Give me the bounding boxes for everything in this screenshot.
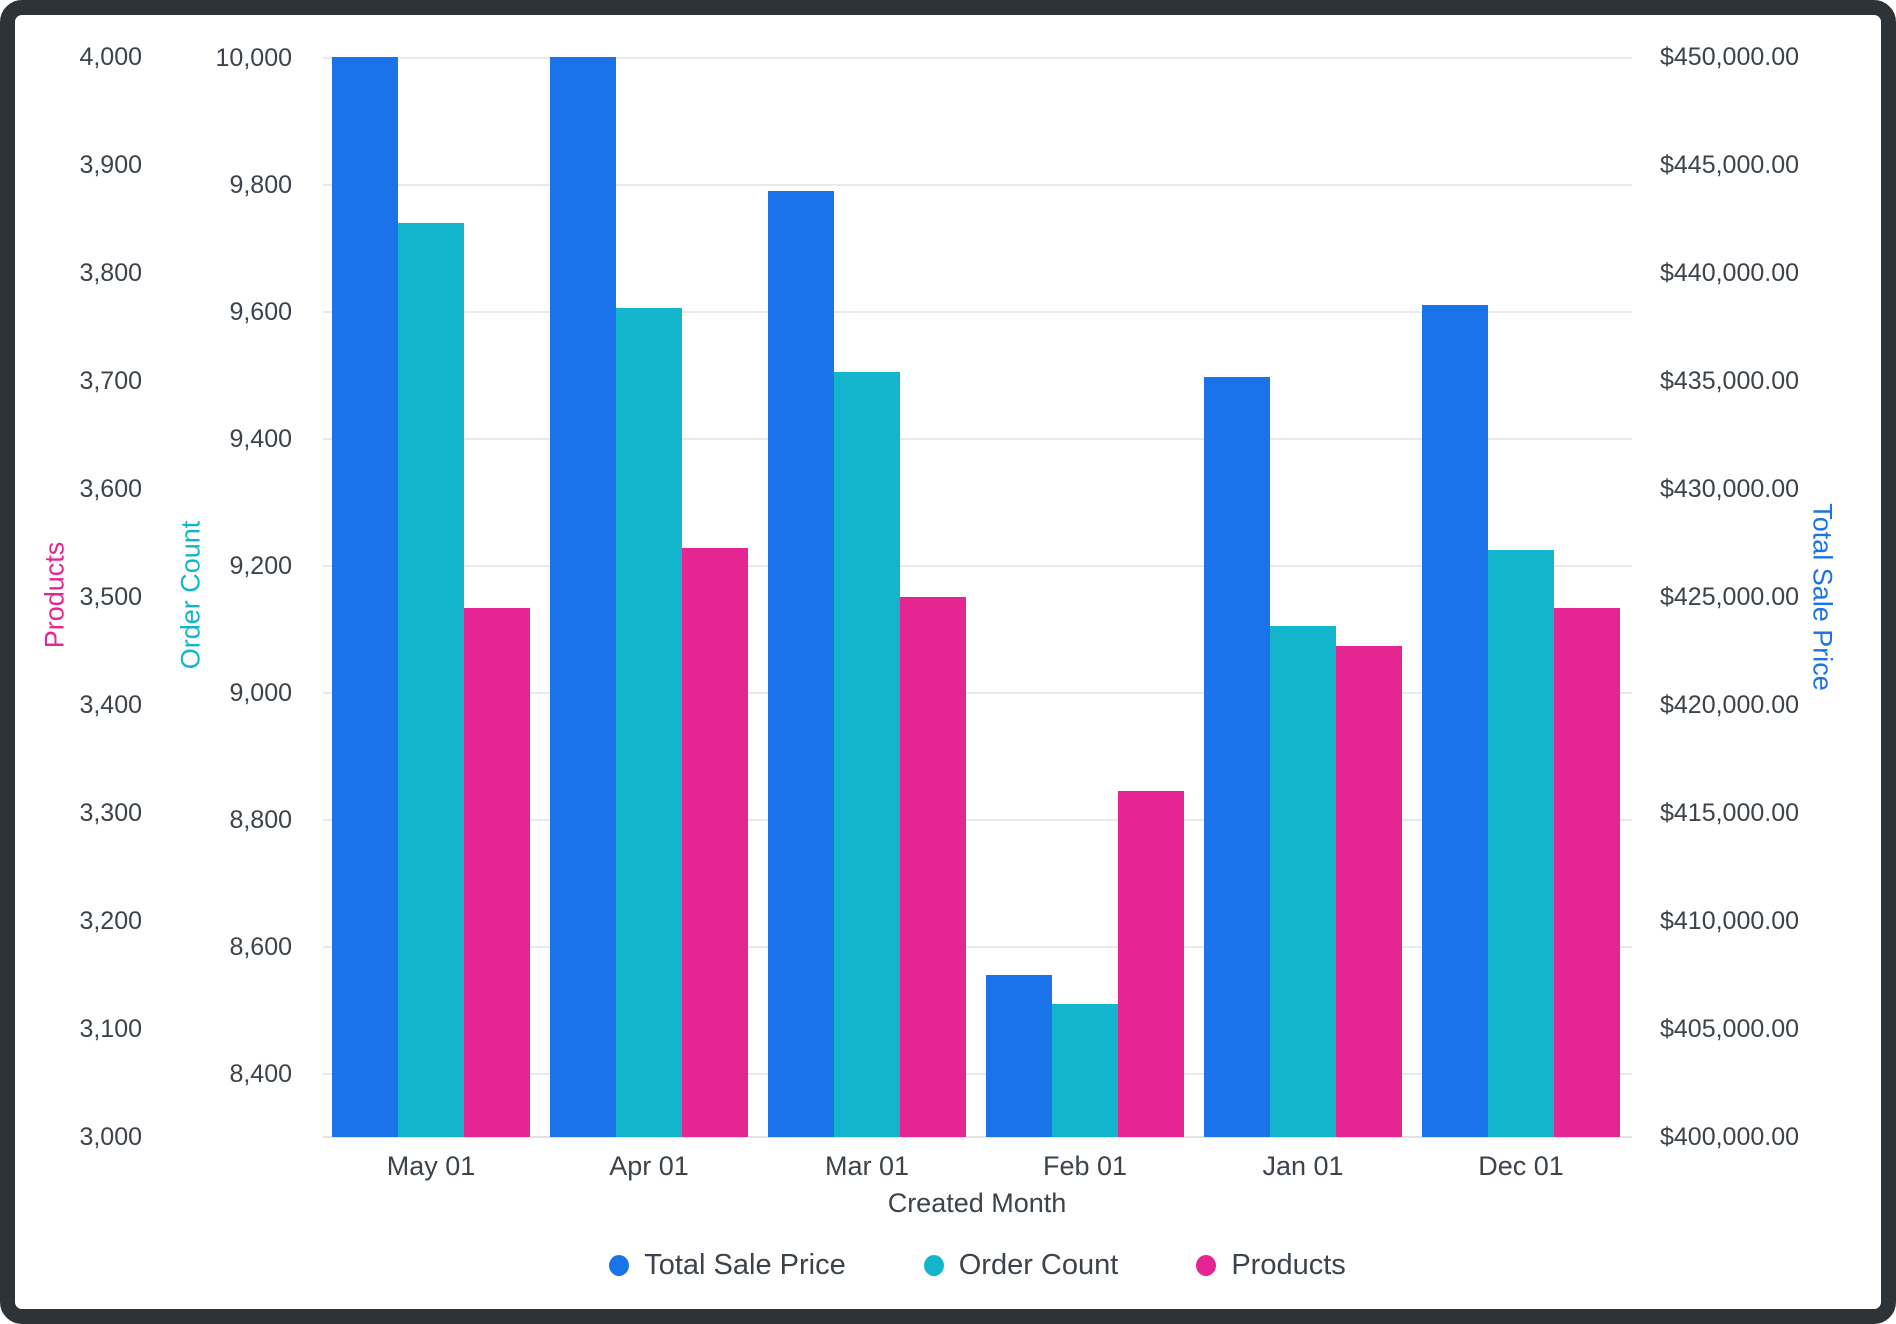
x-axis-category-label: Apr 01 [609,1151,689,1181]
tick-label-price: $445,000.00 [1660,151,1800,179]
x-axis-category-label: May 01 [386,1151,476,1181]
tick-label-products: 3,500 [79,583,142,611]
gridline [323,437,1632,440]
tick-label-price: $410,000.00 [1660,907,1800,935]
x-axis-category-label: Jan 01 [1262,1151,1344,1181]
tick-label-order: 8,800 [229,805,292,834]
bar-total-sale-price[interactable] [1422,305,1488,1137]
tick-label-products: 3,600 [79,475,142,503]
legend-marker-icon [609,1254,630,1276]
gridline [323,56,1632,59]
tick-label-price: $425,000.00 [1660,583,1800,611]
tick-label-order: 9,000 [229,678,292,707]
tick-label-products: 3,300 [79,799,142,827]
bar-products[interactable] [900,597,966,1137]
x-axis-category-label: Dec 01 [1478,1151,1564,1181]
bar-order-count[interactable] [1052,1003,1118,1137]
tick-label-products: 3,900 [79,151,142,179]
gridline [323,183,1632,186]
tick-label-price: $435,000.00 [1660,367,1800,395]
bar-order-count[interactable] [1488,549,1554,1137]
bar-products[interactable] [1336,645,1402,1137]
tick-label-price: $420,000.00 [1660,691,1800,719]
tick-label-price: $450,000.00 [1660,43,1800,71]
tick-label-order: 10,000 [215,43,292,72]
gridline [323,818,1632,821]
tick-label-order: 9,600 [229,297,292,326]
tick-label-price: $415,000.00 [1660,799,1800,827]
bar-order-count[interactable] [1270,625,1336,1137]
gridline [323,310,1632,313]
bar-total-sale-price[interactable] [986,975,1052,1137]
tick-label-products: 3,000 [79,1123,142,1151]
x-axis-title: Created Month [887,1188,1067,1218]
gridline [323,564,1632,567]
bar-total-sale-price[interactable] [550,57,616,1137]
tick-label-products: 4,000 [79,43,142,71]
legend-item-products[interactable]: Products [1196,1248,1346,1282]
legend-item-order-count[interactable]: Order Count [923,1248,1119,1282]
bar-total-sale-price[interactable] [768,190,834,1137]
tick-label-order: 9,200 [229,551,292,580]
y-axis-title-products: Products [39,541,70,649]
x-axis-line [323,1136,1632,1138]
tick-label-price: $430,000.00 [1660,475,1800,503]
tick-label-price: $440,000.00 [1660,259,1800,287]
y-axis-title-total-sale-price: Total Sale Price [1807,503,1838,691]
bar-order-count[interactable] [834,371,900,1137]
legend-label: Products [1231,1249,1346,1281]
y-axis-title-order-count: Order Count [175,520,206,670]
tick-label-order: 8,400 [229,1059,292,1088]
bar-products[interactable] [1554,607,1620,1137]
tick-label-order: 9,400 [229,424,292,453]
tick-label-order: 8,600 [229,932,292,961]
bar-order-count[interactable] [616,308,682,1137]
gridline [323,945,1632,948]
bar-order-count[interactable] [398,222,464,1137]
bar-total-sale-price[interactable] [1204,376,1270,1137]
tick-label-products: 3,800 [79,259,142,287]
x-axis-category-label: Feb 01 [1042,1151,1128,1181]
gridline [323,691,1632,694]
bar-products[interactable] [1118,791,1184,1137]
tick-label-products: 3,700 [79,367,142,395]
bar-total-sale-price[interactable] [332,57,398,1137]
bar-products[interactable] [682,548,748,1137]
legend-marker-icon [1196,1254,1217,1276]
bar-products[interactable] [464,607,530,1137]
tick-label-products: 3,400 [79,691,142,719]
gridline [323,1072,1632,1075]
tick-label-products: 3,100 [79,1015,142,1043]
legend-label: Total Sale Price [644,1249,846,1281]
legend-label: Order Count [958,1249,1119,1281]
legend-item-total-sale-price[interactable]: Total Sale Price [609,1248,846,1282]
x-axis-category-label: Mar 01 [824,1151,910,1181]
tick-label-order: 9,800 [229,170,292,199]
tick-label-price: $400,000.00 [1660,1123,1800,1151]
legend-marker-icon [923,1254,944,1276]
legend: Total Sale Price Order Count Products [323,1248,1632,1282]
tick-label-products: 3,200 [79,907,142,935]
tick-label-price: $405,000.00 [1660,1015,1800,1043]
